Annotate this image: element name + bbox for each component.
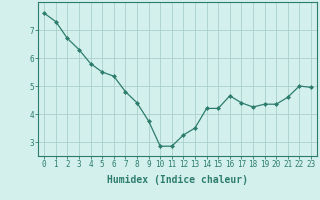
X-axis label: Humidex (Indice chaleur): Humidex (Indice chaleur) [107, 175, 248, 185]
